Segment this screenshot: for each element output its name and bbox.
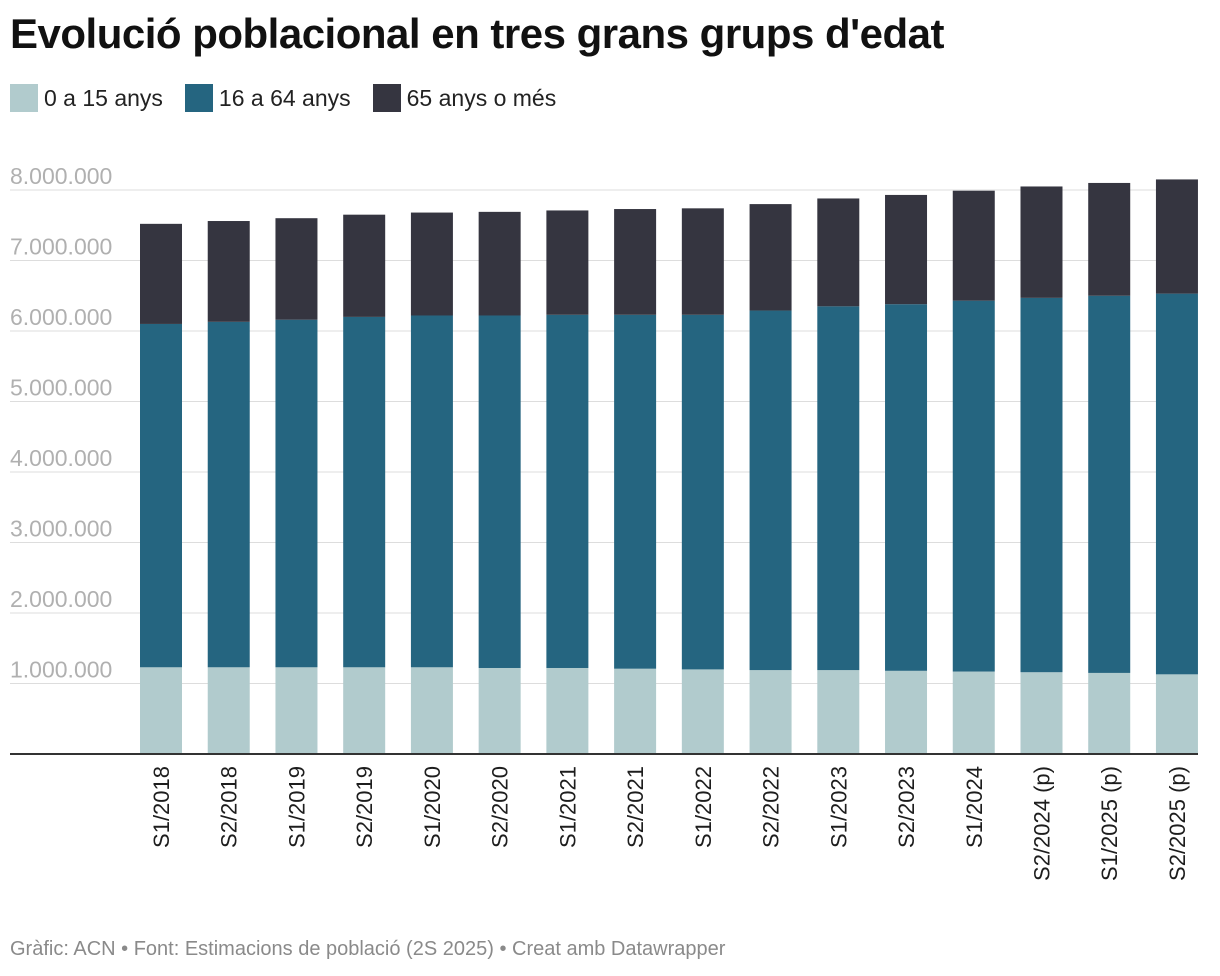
legend-swatch-0-15	[10, 84, 38, 112]
chart-title: Evolució poblacional en tres grans grups…	[10, 10, 945, 57]
bar-segment	[885, 194, 928, 305]
x-tick-label: S2/2023	[894, 766, 919, 848]
bar-segment	[343, 214, 386, 317]
bar-segment	[207, 321, 250, 668]
bar-segment	[1088, 672, 1131, 754]
bar-segment	[817, 670, 860, 754]
bar-segment	[343, 316, 386, 668]
bar-segment	[681, 208, 724, 315]
legend-swatch-16-64	[184, 84, 213, 112]
bar-segment	[140, 323, 182, 668]
bar-segment	[275, 218, 318, 320]
y-tick-label: 8.000.000	[10, 163, 112, 189]
legend-label-16-64: 16 a 64 anys	[218, 84, 351, 111]
bar-segment	[546, 210, 589, 315]
bar-segment	[749, 670, 792, 754]
bar-segment	[478, 667, 521, 754]
legend-item-0-15: 0 a 15 anys	[10, 84, 163, 112]
bar-segment	[614, 314, 657, 669]
x-tick-label: S2/2018	[217, 766, 242, 848]
bar-segment	[885, 670, 928, 754]
bar-segment	[1088, 182, 1131, 296]
bar-segment	[343, 667, 386, 754]
x-tick-label: S1/2021	[555, 766, 580, 848]
x-tick-label: S1/2020	[420, 766, 445, 848]
x-tick-label: S1/2022	[691, 766, 716, 848]
bar-segment	[410, 315, 453, 668]
bar-segment	[952, 300, 995, 672]
x-tick-label: S1/2024	[962, 766, 987, 848]
y-tick-label: 1.000.000	[10, 657, 112, 683]
bar-segment	[749, 204, 792, 311]
bar-segment	[546, 314, 589, 668]
bar-segment	[410, 667, 453, 754]
bar-segment	[140, 223, 182, 324]
bar-segment	[1088, 295, 1131, 673]
bar-segment	[681, 314, 724, 670]
bar-segment	[546, 667, 589, 754]
bar-segment	[681, 669, 724, 754]
bar-segment	[885, 304, 928, 671]
bar-segment	[275, 667, 318, 754]
bar-segment	[207, 667, 250, 754]
bar-segment	[140, 667, 182, 754]
legend-item-65-plus: 65 anys o més	[372, 84, 557, 112]
x-tick-label: S2/2024 (p)	[1029, 766, 1054, 881]
bar-segment	[207, 221, 250, 322]
legend-label-65-plus: 65 anys o més	[406, 84, 557, 111]
bar-segment	[1020, 297, 1063, 673]
x-tick-label: S2/2021	[623, 766, 648, 848]
bar-segment	[1020, 186, 1063, 298]
bar-segment	[275, 319, 318, 668]
stacked-bar-chart: 1.000.000 2.000.000 3.000.000 4.000.000 5.00…	[10, 163, 1198, 881]
legend-label-0-15: 0 a 15 anys	[44, 84, 163, 111]
bar-segment	[410, 212, 453, 316]
x-tick-label: S1/2023	[826, 766, 851, 848]
bar-segment	[1155, 674, 1198, 754]
bar-segment	[614, 209, 657, 315]
bar-segment	[614, 668, 657, 754]
y-tick-label: 3.000.000	[10, 516, 112, 542]
bar-segment	[817, 198, 860, 307]
x-tick-label: S1/2019	[284, 766, 309, 848]
legend-swatch-65-plus	[372, 84, 401, 112]
bar-segment	[1155, 293, 1198, 675]
x-tick-label: S2/2022	[759, 766, 784, 848]
bar-segment	[1020, 672, 1063, 754]
x-tick-label: S2/2020	[488, 766, 513, 848]
x-tick-label: S2/2019	[352, 766, 377, 848]
bar-segment	[952, 190, 995, 301]
x-tick-label: S2/2025 (p)	[1165, 766, 1190, 881]
legend: 0 a 15 anys 16 a 64 anys 65 anys o més	[10, 84, 578, 112]
bar-segment	[478, 211, 521, 316]
bar-segment	[749, 310, 792, 671]
legend-item-16-64: 16 a 64 anys	[184, 84, 351, 112]
y-tick-label: 5.000.000	[10, 375, 112, 401]
bar-segment	[1155, 179, 1198, 294]
chart-footer: Gràfic: ACN • Font: Estimacions de pobla…	[10, 938, 726, 960]
bar-segment	[952, 671, 995, 754]
y-tick-label: 2.000.000	[10, 586, 112, 612]
bar-segment	[817, 306, 860, 671]
y-tick-label: 7.000.000	[10, 234, 112, 260]
bar-segment	[478, 315, 521, 668]
y-tick-label: 4.000.000	[10, 445, 112, 471]
y-tick-label: 6.000.000	[10, 304, 112, 330]
x-tick-label: S1/2018	[149, 766, 174, 848]
x-tick-label: S1/2025 (p)	[1097, 766, 1122, 881]
